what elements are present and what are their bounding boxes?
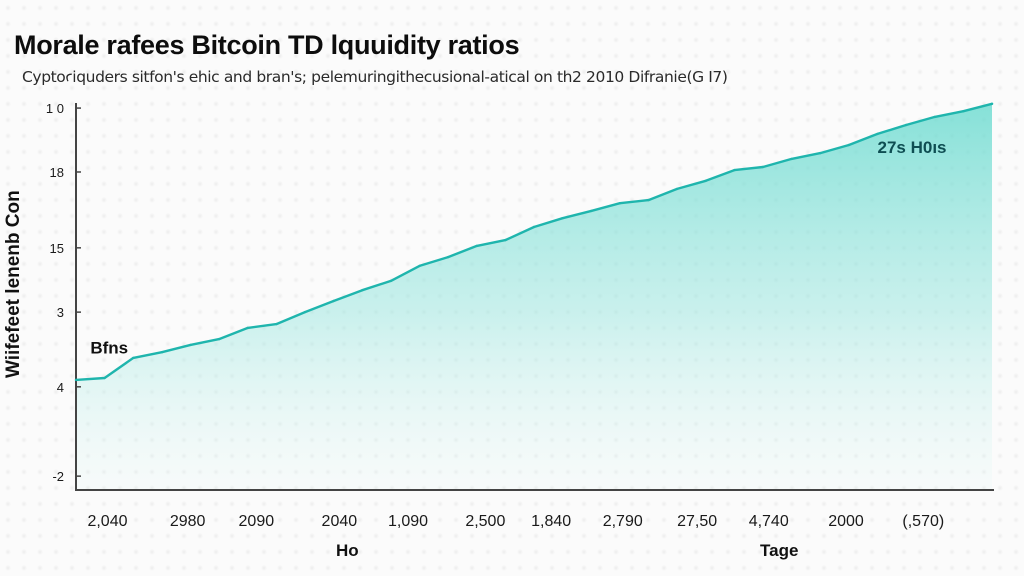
x-tick-label: 2980 bbox=[170, 513, 206, 530]
data-point bbox=[275, 322, 278, 326]
data-point bbox=[561, 217, 564, 220]
chart-title: Morale rafees Bitcoin TD lquuidity ratio… bbox=[14, 30, 520, 60]
series-area-fill bbox=[76, 103, 992, 491]
data-point bbox=[532, 225, 536, 229]
x-axis-ticks: 2,040 2980 2090 2040 1,090 2,500 1,840 2,790 27,… bbox=[87, 513, 944, 530]
x-axis-title-left: Ho bbox=[336, 541, 359, 560]
axes-layer bbox=[75, 103, 994, 491]
data-point bbox=[418, 264, 421, 268]
data-point bbox=[990, 102, 994, 106]
data-point bbox=[761, 165, 765, 169]
x-tick-label: 27,50 bbox=[677, 513, 717, 530]
data-point bbox=[819, 151, 822, 155]
data-point bbox=[733, 168, 736, 172]
x-tick-label: 1,090 bbox=[388, 513, 428, 530]
y-axis-title: Wiifefeet lenenb Con bbox=[3, 190, 24, 378]
data-point bbox=[876, 132, 879, 136]
y-tick-label: 4 bbox=[57, 380, 64, 395]
y-axis-ticks: 1 0 18 15 3 4 -2 bbox=[46, 101, 81, 484]
x-tick-label: 2040 bbox=[322, 513, 358, 530]
line-layer bbox=[74, 102, 994, 382]
x-tick-label: 2090 bbox=[239, 513, 275, 530]
x-tick-label: 2,790 bbox=[603, 513, 643, 530]
data-point bbox=[160, 351, 164, 354]
y-tick-label: 18 bbox=[50, 165, 64, 180]
y-tick-label: 1 0 bbox=[46, 101, 64, 116]
data-point bbox=[904, 123, 908, 127]
data-point bbox=[847, 143, 851, 147]
start-annotation: Bfns bbox=[90, 338, 128, 357]
data-point bbox=[389, 279, 393, 283]
data-point bbox=[446, 255, 450, 259]
data-point bbox=[475, 244, 478, 248]
annotations: Bfns 27s H0ıs bbox=[90, 138, 946, 357]
data-point bbox=[933, 115, 936, 119]
data-point bbox=[132, 356, 135, 360]
data-point bbox=[74, 378, 78, 382]
x-tick-label: 2,500 bbox=[465, 513, 505, 530]
data-point bbox=[217, 337, 221, 341]
data-point bbox=[790, 157, 793, 161]
data-point bbox=[303, 310, 307, 314]
data-point bbox=[962, 110, 965, 113]
data-point bbox=[246, 326, 249, 330]
area-layer bbox=[76, 103, 992, 491]
data-point bbox=[590, 209, 593, 213]
data-point bbox=[361, 289, 364, 292]
y-tick-label: -2 bbox=[52, 469, 64, 484]
y-tick-label: 3 bbox=[57, 305, 64, 320]
data-point bbox=[332, 299, 335, 303]
x-tick-label: 4,740 bbox=[749, 513, 789, 530]
data-point bbox=[704, 179, 707, 182]
data-point bbox=[504, 238, 507, 242]
end-annotation: 27s H0ıs bbox=[878, 138, 947, 157]
data-point bbox=[189, 343, 192, 347]
data-point bbox=[618, 202, 622, 205]
data-point bbox=[103, 376, 106, 380]
x-tick-label: 2,040 bbox=[87, 513, 127, 530]
x-tick-label: (,570) bbox=[902, 513, 944, 530]
data-point bbox=[675, 187, 679, 191]
x-tick-label: 2000 bbox=[828, 513, 864, 530]
x-tick-label: 1,840 bbox=[531, 513, 571, 530]
y-tick-label: 15 bbox=[50, 241, 64, 256]
data-point bbox=[647, 198, 650, 202]
x-axis-title-right: Tage bbox=[760, 541, 798, 560]
chart-subtitle: Cyptoꜥiquders sitfon's ehic and bran's; … bbox=[22, 68, 728, 86]
